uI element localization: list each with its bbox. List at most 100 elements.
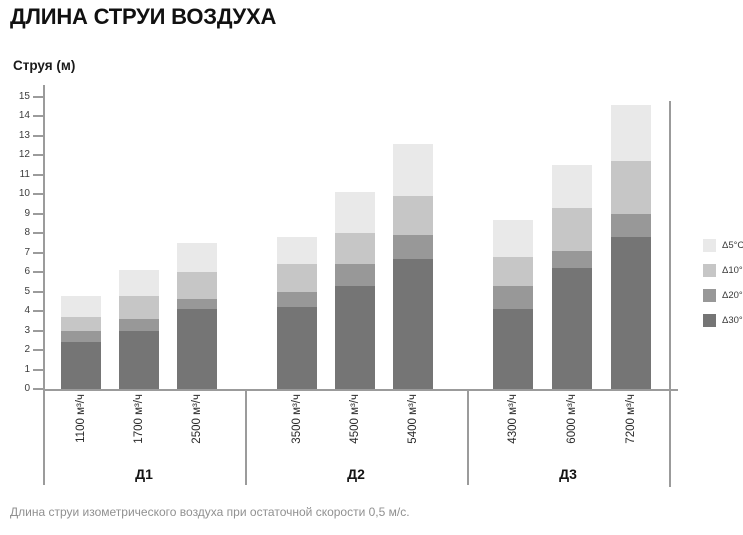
bar-segment [393, 143, 433, 197]
y-axis-tick-label: 2 [24, 344, 30, 356]
y-axis-tick [33, 134, 43, 137]
bar-segment [61, 342, 101, 389]
page-title: ДЛИНА СТРУИ ВОЗДУХА [10, 4, 277, 29]
bar-segment [61, 295, 101, 317]
chart-caption: Длина струи изометрического воздуха при … [10, 505, 410, 519]
y-axis-tick [33, 310, 43, 313]
x-axis-category-label: 1100 м³/ч [75, 394, 87, 443]
bar-segment [552, 165, 592, 208]
bar-segment [552, 207, 592, 251]
group-separator-line [245, 389, 247, 485]
y-axis-tick [33, 212, 43, 215]
y-axis-tick [33, 232, 43, 235]
y-axis-tick-label: 6 [24, 266, 30, 278]
legend-swatch [703, 314, 716, 327]
bar-segment [119, 270, 159, 296]
y-axis-tick [33, 154, 43, 157]
group-label: Д2 [347, 466, 365, 482]
x-axis-category-label: 3500 м³/ч [291, 394, 303, 444]
bar-segment [393, 235, 433, 259]
y-axis-tick [33, 349, 43, 352]
y-axis-tick [33, 173, 43, 176]
legend-swatch [703, 239, 716, 252]
x-axis-category-label: 4300 м³/ч [507, 394, 519, 444]
chart-legend: Δ5°C Δ10°C Δ20°C Δ30°C [703, 239, 743, 327]
y-axis-tick [33, 96, 43, 98]
y-axis-tick [33, 251, 43, 254]
bar-segment [177, 243, 217, 273]
y-axis-tick [33, 329, 43, 332]
y-axis-tick-label: 5 [24, 285, 30, 297]
x-axis-category-label: 4500 м³/ч [349, 394, 361, 444]
x-axis-line [43, 389, 678, 391]
chart-right-border [669, 101, 671, 487]
bar-segment [552, 268, 592, 389]
group-label: Д1 [135, 466, 153, 482]
legend-item: Δ20°C [703, 289, 743, 302]
y-axis-tick-label: 11 [19, 168, 30, 180]
bar-segment [335, 264, 375, 286]
bar-segment [393, 258, 433, 389]
legend-item: Δ5°C [703, 239, 743, 252]
y-axis-tick-label: 13 [18, 129, 30, 141]
legend-label: Δ20°C [722, 290, 743, 301]
y-axis-title: Струя (м) [13, 58, 76, 73]
stacked-bar-chart: 0 1 2 3 4 5 6 7 8 9 10 11 12 13 14 15 1100 м³/ч 1700 м³/ч… [18, 85, 678, 487]
legend-item: Δ30°C [703, 314, 743, 327]
bar-segment [493, 309, 533, 389]
y-axis-tick-label: 10 [18, 188, 30, 200]
bar-segment [493, 285, 533, 310]
bar-segment [177, 299, 217, 310]
bar-segment [552, 250, 592, 269]
bar-segment [611, 213, 651, 238]
bar-segment [277, 264, 317, 292]
bar-segment [611, 237, 651, 389]
bar-segment [335, 285, 375, 389]
bar-segment [393, 196, 433, 236]
bar-segment [611, 104, 651, 162]
y-axis-tick [33, 388, 43, 390]
bar-segment [177, 272, 217, 300]
y-axis-tick-label: 12 [18, 149, 30, 161]
legend-label: Δ10°C [722, 265, 743, 276]
legend-swatch [703, 264, 716, 277]
legend-label: Δ30°C [722, 315, 743, 326]
x-axis-category-label: 1700 м³/ч [133, 394, 145, 444]
y-axis-tick-label: 1 [24, 363, 30, 375]
bar-segment [119, 318, 159, 331]
group-separator-line [43, 389, 45, 485]
bar-segment [335, 233, 375, 265]
x-axis-category-label: 2500 м³/ч [191, 394, 203, 444]
bar-segment [177, 309, 217, 389]
bar-segment [277, 237, 317, 265]
x-axis-category-label: 6000 м³/ч [566, 394, 578, 444]
bar-segment [277, 291, 317, 308]
bar-segment [61, 330, 101, 343]
x-axis-category-label: 5400 м³/ч [407, 394, 419, 444]
y-axis-tick-label: 4 [24, 305, 30, 317]
legend-swatch [703, 289, 716, 302]
x-axis-category-label: 7200 м³/ч [625, 394, 637, 444]
y-axis-tick-label: 9 [24, 207, 30, 219]
bar-segment [493, 219, 533, 257]
legend-item: Δ10°C [703, 264, 743, 277]
bar-segment [611, 161, 651, 214]
y-axis-tick [33, 193, 43, 196]
y-axis-tick [33, 290, 43, 293]
y-axis-line [43, 85, 45, 391]
y-axis-tick [33, 115, 43, 118]
y-axis-tick-label: 8 [24, 227, 30, 239]
group-label: Д3 [559, 466, 577, 482]
bar-segment [277, 307, 317, 389]
y-axis-tick-label: 7 [24, 246, 30, 258]
group-separator-line [669, 389, 671, 485]
group-separator-line [467, 389, 469, 485]
bar-segment [335, 192, 375, 234]
bar-segment [493, 256, 533, 286]
legend-label: Δ5°C [722, 240, 743, 251]
y-axis-tick-label: 3 [24, 324, 30, 336]
bar-segment [61, 316, 101, 331]
y-axis-tick-label: 15 [18, 91, 30, 102]
y-axis-tick [33, 368, 43, 371]
